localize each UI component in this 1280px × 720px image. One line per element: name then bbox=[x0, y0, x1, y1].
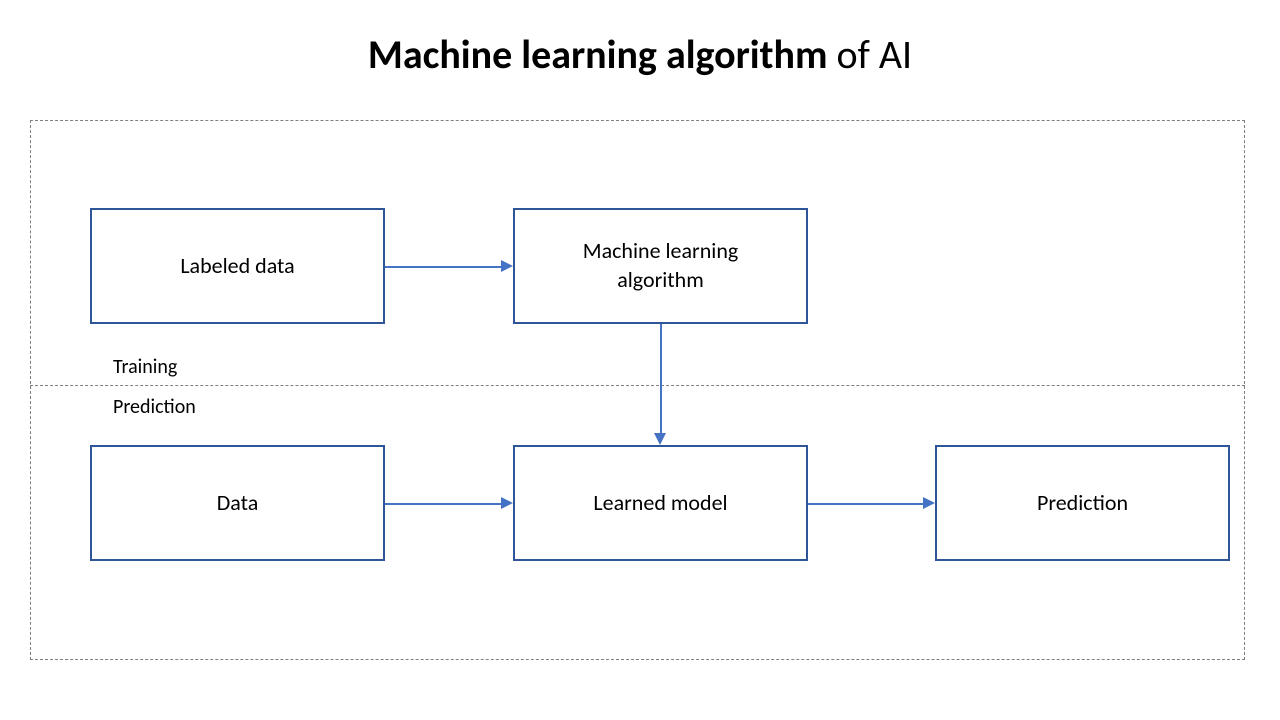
node-ml-algorithm-text: Machine learningalgorithm bbox=[583, 237, 738, 294]
page-title: Machine learning algorithm of AI bbox=[0, 0, 1280, 79]
arrow-labeled-to-ml-head bbox=[501, 260, 513, 272]
section-divider bbox=[30, 385, 1245, 386]
arrow-data-to-model bbox=[385, 503, 503, 505]
arrow-ml-to-model bbox=[660, 324, 662, 435]
training-label: Training bbox=[113, 355, 177, 379]
prediction-label: Prediction bbox=[113, 395, 196, 419]
arrow-model-to-prediction bbox=[808, 503, 925, 505]
outer-frame bbox=[30, 120, 1245, 660]
title-bold-part: Machine learning algorithm bbox=[368, 30, 828, 79]
arrow-model-to-prediction-head bbox=[923, 497, 935, 509]
node-ml-algorithm: Machine learningalgorithm bbox=[513, 208, 808, 324]
arrow-labeled-to-ml bbox=[385, 266, 503, 268]
node-data: Data bbox=[90, 445, 385, 561]
node-prediction: Prediction bbox=[935, 445, 1230, 561]
node-labeled-data: Labeled data bbox=[90, 208, 385, 324]
arrow-data-to-model-head bbox=[501, 497, 513, 509]
arrow-ml-to-model-head bbox=[654, 433, 666, 445]
title-normal-part: of AI bbox=[828, 30, 913, 79]
node-learned-model: Learned model bbox=[513, 445, 808, 561]
